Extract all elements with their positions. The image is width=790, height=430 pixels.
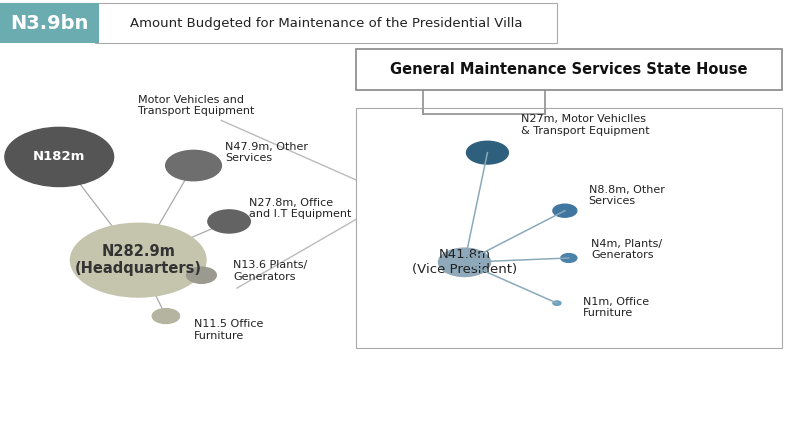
Circle shape: [553, 301, 561, 305]
Circle shape: [208, 210, 250, 233]
Text: N182m: N182m: [33, 150, 85, 163]
Text: N13.6 Plants/
Generators: N13.6 Plants/ Generators: [233, 260, 307, 282]
FancyBboxPatch shape: [0, 3, 99, 43]
Text: N41.8m
(Vice President): N41.8m (Vice President): [412, 248, 517, 276]
Circle shape: [70, 223, 206, 297]
Text: N47.9m, Other
Services: N47.9m, Other Services: [225, 142, 308, 163]
Circle shape: [152, 309, 179, 323]
Text: N27m, Motor Vehiclles
& Transport Equipment: N27m, Motor Vehiclles & Transport Equipm…: [521, 114, 650, 135]
Circle shape: [5, 127, 114, 187]
FancyBboxPatch shape: [95, 3, 557, 43]
Text: N3.9bn: N3.9bn: [10, 14, 89, 33]
Text: Motor Vehicles and
Transport Equipment: Motor Vehicles and Transport Equipment: [138, 95, 254, 116]
FancyBboxPatch shape: [356, 108, 782, 348]
Text: N27.8m, Office
and I.T Equipment: N27.8m, Office and I.T Equipment: [249, 198, 352, 219]
Circle shape: [438, 248, 491, 276]
Circle shape: [186, 267, 216, 283]
Text: N1m, Office
Furniture: N1m, Office Furniture: [583, 297, 649, 318]
Circle shape: [553, 204, 577, 217]
Text: General Maintenance Services State House: General Maintenance Services State House: [390, 62, 747, 77]
Text: N4m, Plants/
Generators: N4m, Plants/ Generators: [591, 239, 662, 260]
Text: N8.8m, Other
Services: N8.8m, Other Services: [589, 185, 664, 206]
FancyBboxPatch shape: [356, 49, 782, 90]
Text: N11.5 Office
Furniture: N11.5 Office Furniture: [194, 319, 263, 341]
Text: N282.9m
(Headquarters): N282.9m (Headquarters): [75, 244, 201, 276]
Circle shape: [467, 141, 508, 164]
Circle shape: [561, 254, 577, 262]
Circle shape: [166, 150, 221, 181]
Text: Amount Budgeted for Maintenance of the Presidential Villa: Amount Budgeted for Maintenance of the P…: [130, 17, 522, 30]
